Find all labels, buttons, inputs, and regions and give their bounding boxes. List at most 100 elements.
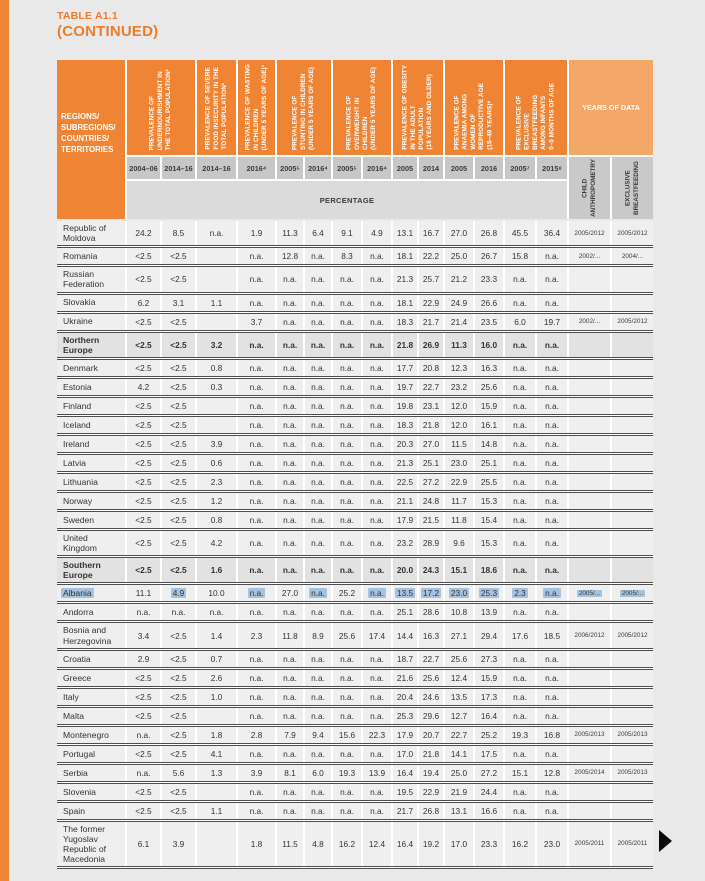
cell-country-name: Southern Europe xyxy=(57,558,125,583)
cell-breastfeeding-2005: n.a. xyxy=(505,802,535,819)
cell-stunting-2005: 11.5 xyxy=(277,821,303,867)
cell-anaemia-2016: 15.4 xyxy=(475,511,503,528)
cell-overweight-2016: n.a. xyxy=(363,332,391,357)
cell-breastfeeding-2005: n.a. xyxy=(505,454,535,471)
cell-years-exclusive-breastfeeding xyxy=(612,397,653,414)
header-exclusive-breastfeeding-label: EXCLUSIVE BREASTFEEDING xyxy=(624,161,640,215)
cell-anaemia-2016: 15.9 xyxy=(475,669,503,686)
cell-obesity-2005: 16.4 xyxy=(393,764,417,781)
table-continues-arrow-icon[interactable] xyxy=(659,830,672,852)
cell-anaemia-2016: 27.2 xyxy=(475,764,503,781)
cell-obesity-2014: 25.1 xyxy=(419,454,443,471)
cell-wasting-2016: n.a. xyxy=(238,267,275,292)
cell-anaemia-2016: 14.8 xyxy=(475,435,503,452)
table-row: Ireland <2.5 <2.5 3.9 n.a. n.a. n.a. n.a. n.a. 20… xyxy=(57,435,653,455)
cell-undernourishment-2004-06: <2.5 xyxy=(127,435,160,452)
cell-obesity-2014: 21.8 xyxy=(419,745,443,762)
cell-years-exclusive-breastfeeding xyxy=(612,745,653,762)
cell-undernourishment-2004-06: <2.5 xyxy=(127,511,160,528)
cell-years-child-anthropometry xyxy=(569,707,610,724)
cell-obesity-2014: 26.9 xyxy=(419,332,443,357)
cell-obesity-2014: 19.2 xyxy=(419,821,443,867)
cell-stunting-2005: n.a. xyxy=(277,454,303,471)
cell-undernourishment-2004-06: <2.5 xyxy=(127,688,160,705)
cell-wasting-2016: n.a. xyxy=(238,650,275,667)
cell-anaemia-2005: 9.6 xyxy=(445,530,473,556)
header-undernourishment-label: PREVALENCE OF UNDERNOURISHMENT IN THE TO… xyxy=(148,68,173,150)
cell-wasting-2016: 2.8 xyxy=(238,726,275,743)
cell-stunting-2005: n.a. xyxy=(277,473,303,490)
header-years-of-data: YEARS OF DATA xyxy=(569,60,653,155)
cell-obesity-2005: 20.4 xyxy=(393,688,417,705)
cell-breastfeeding-2015: n.a. xyxy=(537,669,567,686)
cell-years-exclusive-breastfeeding xyxy=(612,492,653,509)
cell-obesity-2014: 24.6 xyxy=(419,688,443,705)
cell-country-name: Spain xyxy=(57,802,125,819)
cell-breastfeeding-2005: n.a. xyxy=(505,530,535,556)
cell-stunting-2005: n.a. xyxy=(277,332,303,357)
cell-years-child-anthropometry xyxy=(569,604,610,621)
cell-stunting-2005: 8.1 xyxy=(277,764,303,781)
cell-overweight-2016: 12.4 xyxy=(363,821,391,867)
header-wasting-label: PREVALENCE OF WASTING IN CHILDREN (UNDER… xyxy=(244,63,268,150)
cell-overweight-2016: n.a. xyxy=(363,492,391,509)
cell-breastfeeding-2005: n.a. xyxy=(505,416,535,433)
year-header: 2005⁵ xyxy=(333,157,361,179)
cell-overweight-2016: n.a. xyxy=(363,473,391,490)
cell-obesity-2005: 17.0 xyxy=(393,745,417,762)
header-regions: REGIONS/ SUBREGIONS/ COUNTRIES/ TERRITOR… xyxy=(57,60,125,219)
cell-wasting-2016: n.a. xyxy=(238,707,275,724)
cell-food-insecurity-2014-16: 0.8 xyxy=(197,359,236,376)
table-row: Latvia <2.5 <2.5 0.6 n.a. n.a. n.a. n.a. n.a. 21.… xyxy=(57,454,653,474)
cell-years-exclusive-breastfeeding: 2005/2013 xyxy=(612,726,653,743)
cell-wasting-2016: n.a. xyxy=(238,492,275,509)
cell-stunting-2016: n.a. xyxy=(305,267,331,292)
cell-obesity-2014: 20.7 xyxy=(419,726,443,743)
cell-country-name: United Kingdom xyxy=(57,530,125,556)
cell-undernourishment-2014-16: <2.5 xyxy=(162,248,195,265)
cell-undernourishment-2004-06: <2.5 xyxy=(127,530,160,556)
cell-stunting-2005: n.a. xyxy=(277,650,303,667)
cell-stunting-2005: 11.3 xyxy=(277,221,303,246)
cell-wasting-2016: n.a. xyxy=(238,454,275,471)
cell-obesity-2005: 19.7 xyxy=(393,378,417,395)
cell-undernourishment-2004-06: n.a. xyxy=(127,764,160,781)
cell-wasting-2016: n.a. xyxy=(238,397,275,414)
cell-wasting-2016: n.a. xyxy=(238,585,275,602)
cell-anaemia-2016: 26.6 xyxy=(475,294,503,311)
cell-anaemia-2016: 29.4 xyxy=(475,623,503,648)
cell-food-insecurity-2014-16: n.a. xyxy=(197,221,236,246)
cell-obesity-2014: 22.9 xyxy=(419,294,443,311)
cell-undernourishment-2014-16: <2.5 xyxy=(162,783,195,800)
cell-years-child-anthropometry xyxy=(569,397,610,414)
cell-food-insecurity-2014-16: 0.7 xyxy=(197,650,236,667)
table-row: Iceland <2.5 <2.5 n.a. n.a. n.a. n.a. n.a. 18.3 2… xyxy=(57,416,653,436)
cell-breastfeeding-2015: n.a. xyxy=(537,802,567,819)
cell-undernourishment-2004-06: <2.5 xyxy=(127,802,160,819)
year-header: 2005 xyxy=(445,157,473,179)
cell-anaemia-2005: 23.0 xyxy=(445,454,473,471)
cell-breastfeeding-2005: n.a. xyxy=(505,558,535,583)
table-title: TABLE A1.1 (CONTINUED) xyxy=(57,10,158,40)
cell-breastfeeding-2005: 2.3 xyxy=(505,585,535,602)
cell-overweight-2005: 25.6 xyxy=(333,623,361,648)
cell-breastfeeding-2015: n.a. xyxy=(537,454,567,471)
year-header: 2014 xyxy=(419,157,443,179)
cell-undernourishment-2004-06: <2.5 xyxy=(127,669,160,686)
cell-breastfeeding-2015: n.a. xyxy=(537,745,567,762)
cell-undernourishment-2014-16: 3.1 xyxy=(162,294,195,311)
cell-wasting-2016: n.a. xyxy=(238,332,275,357)
cell-anaemia-2016: 15.9 xyxy=(475,397,503,414)
cell-overweight-2016: 13.9 xyxy=(363,764,391,781)
cell-wasting-2016: n.a. xyxy=(238,783,275,800)
table-body: Republic of Moldova 24.2 8.5 n.a. 1.9 11.3 6.4… xyxy=(57,221,653,870)
cell-overweight-2016: n.a. xyxy=(363,454,391,471)
cell-years-child-anthropometry: 2005/2012 xyxy=(569,221,610,246)
cell-breastfeeding-2015: n.a. xyxy=(537,378,567,395)
header-obesity: PREVALENCE OF OBESITY IN THE ADULT POPUL… xyxy=(393,60,443,155)
cell-obesity-2005: 23.2 xyxy=(393,530,417,556)
header-anaemia-label: PREVALENCE OF ANAEMIA AMONG WOMEN OF REP… xyxy=(453,83,494,150)
cell-food-insecurity-2014-16: 1.0 xyxy=(197,688,236,705)
cell-anaemia-2016: 15.3 xyxy=(475,530,503,556)
cell-undernourishment-2014-16: <2.5 xyxy=(162,669,195,686)
